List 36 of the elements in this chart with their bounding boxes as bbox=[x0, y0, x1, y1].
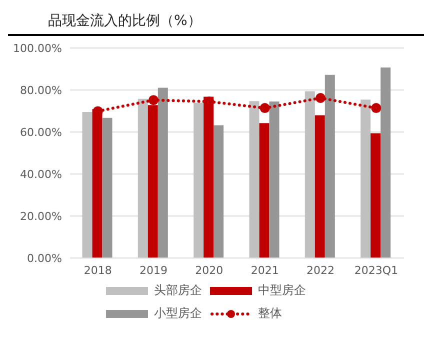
bar bbox=[102, 118, 112, 258]
y-tick-label: 40.00% bbox=[20, 168, 62, 181]
legend-label: 整体 bbox=[258, 305, 282, 322]
y-tick-label: 20.00% bbox=[20, 210, 62, 223]
point bbox=[316, 92, 326, 103]
y-tick-label: 0.00% bbox=[27, 252, 62, 265]
bar bbox=[214, 125, 224, 258]
y-tick-label: 60.00% bbox=[20, 126, 62, 139]
legend-label: 头部房企 bbox=[154, 282, 202, 299]
x-tick-label: 2018 bbox=[84, 264, 112, 277]
bar bbox=[314, 115, 325, 258]
x-tick-label: 2019 bbox=[140, 264, 168, 277]
point bbox=[260, 103, 270, 114]
bar bbox=[82, 112, 92, 258]
bar bbox=[304, 91, 315, 258]
y-tick-label: 100.00% bbox=[13, 42, 62, 55]
x-tick-label: 2021 bbox=[250, 264, 279, 277]
point bbox=[371, 103, 382, 114]
bar bbox=[138, 98, 148, 258]
bar bbox=[370, 133, 381, 258]
x-tick-label: 2022 bbox=[306, 264, 334, 277]
y-tick-label: 80.00% bbox=[20, 84, 62, 97]
bar bbox=[194, 102, 204, 258]
bar bbox=[259, 123, 270, 258]
bar bbox=[380, 68, 391, 258]
legend-label: 中型房企 bbox=[258, 282, 306, 299]
bar bbox=[324, 74, 335, 258]
chart-title: 品现金流入的比例（%） bbox=[8, 8, 424, 36]
x-tick-label: 2020 bbox=[195, 264, 224, 277]
legend-label: 小型房企 bbox=[154, 305, 202, 322]
point bbox=[148, 95, 158, 106]
bar bbox=[249, 101, 260, 258]
bar bbox=[269, 102, 280, 258]
x-tick-label: 2023Q1 bbox=[354, 264, 398, 277]
bar bbox=[360, 100, 371, 258]
bar bbox=[158, 88, 168, 258]
